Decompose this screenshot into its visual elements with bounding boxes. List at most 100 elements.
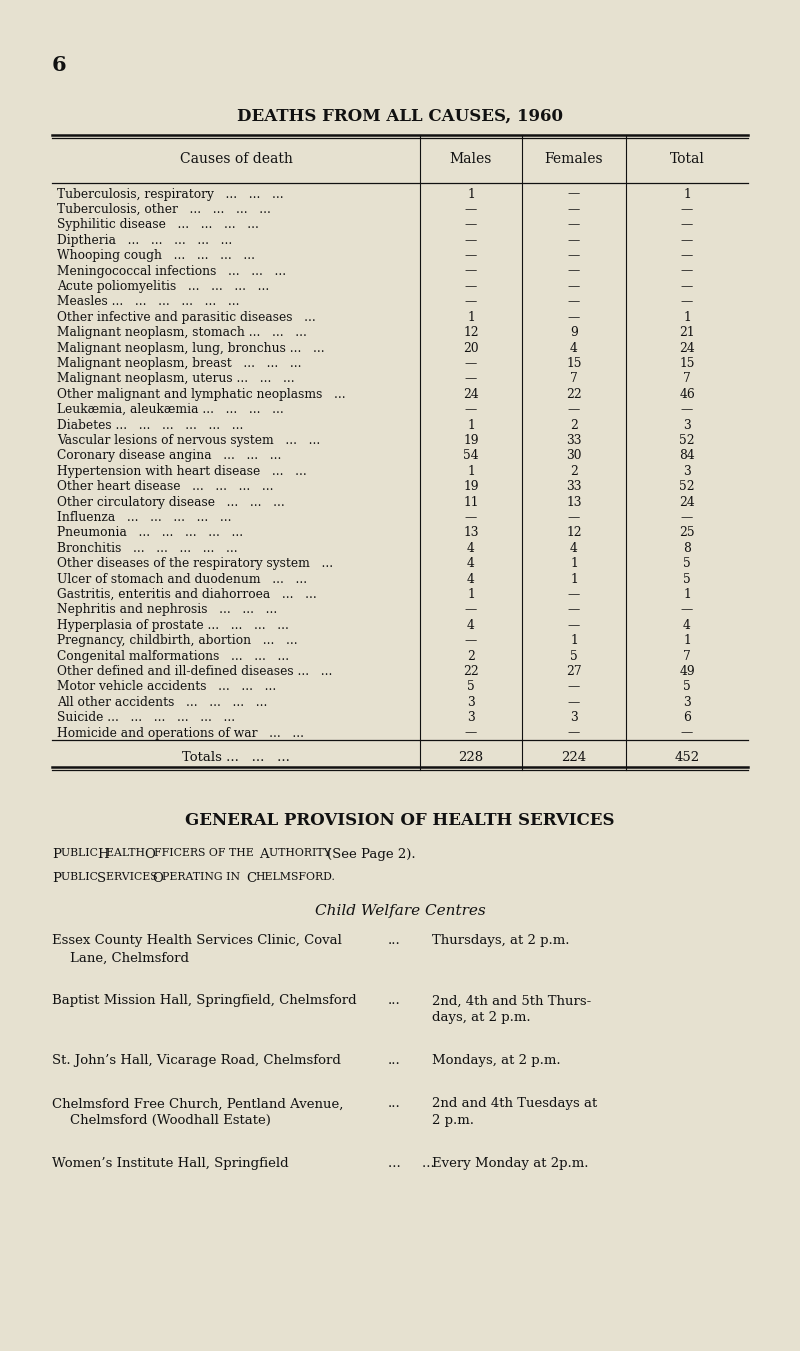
Text: —: —: [465, 357, 477, 370]
Text: 22: 22: [463, 665, 479, 678]
Text: 6: 6: [683, 711, 691, 724]
Text: 21: 21: [679, 326, 695, 339]
Text: —: —: [568, 696, 580, 709]
Text: Other heart disease   ...   ...   ...   ...: Other heart disease ... ... ... ...: [57, 480, 274, 493]
Text: 1: 1: [467, 188, 475, 200]
Text: Other infective and parasitic diseases   ...: Other infective and parasitic diseases .…: [57, 311, 316, 324]
Text: Meningococcal infections   ...   ...   ...: Meningococcal infections ... ... ...: [57, 265, 286, 277]
Text: Acute poliomyelitis   ...   ...   ...   ...: Acute poliomyelitis ... ... ... ...: [57, 280, 270, 293]
Text: —: —: [568, 511, 580, 524]
Text: HELMSFORD.: HELMSFORD.: [255, 873, 335, 882]
Text: Males: Males: [450, 153, 492, 166]
Text: 24: 24: [679, 496, 695, 508]
Text: —: —: [681, 265, 693, 277]
Text: Causes of death: Causes of death: [179, 153, 293, 166]
Text: 22: 22: [566, 388, 582, 401]
Text: 1: 1: [683, 188, 691, 200]
Text: 3: 3: [467, 696, 475, 709]
Text: 9: 9: [570, 326, 578, 339]
Text: Malignant neoplasm, stomach ...   ...   ...: Malignant neoplasm, stomach ... ... ...: [57, 326, 307, 339]
Text: Other malignant and lymphatic neoplasms   ...: Other malignant and lymphatic neoplasms …: [57, 388, 346, 401]
Text: 24: 24: [679, 342, 695, 354]
Text: ...: ...: [388, 1054, 401, 1067]
Text: 1: 1: [467, 311, 475, 324]
Text: —: —: [465, 203, 477, 216]
Text: —: —: [568, 588, 580, 601]
Text: 5: 5: [570, 650, 578, 662]
Text: Bronchitis   ...   ...   ...   ...   ...: Bronchitis ... ... ... ... ...: [57, 542, 238, 555]
Text: —: —: [568, 604, 580, 616]
Text: —: —: [568, 188, 580, 200]
Text: Other defined and ill-defined diseases ...   ...: Other defined and ill-defined diseases .…: [57, 665, 332, 678]
Text: Coronary disease angina   ...   ...   ...: Coronary disease angina ... ... ...: [57, 450, 282, 462]
Text: 2nd and 4th Tuesdays at: 2nd and 4th Tuesdays at: [432, 1097, 598, 1111]
Text: 2 p.m.: 2 p.m.: [432, 1115, 474, 1127]
Text: —: —: [465, 634, 477, 647]
Text: 228: 228: [458, 751, 483, 763]
Text: UBLIC: UBLIC: [61, 873, 102, 882]
Text: 1: 1: [683, 311, 691, 324]
Text: Malignant neoplasm, lung, bronchus ...   ...: Malignant neoplasm, lung, bronchus ... .…: [57, 342, 325, 354]
Text: Chelmsford Free Church, Pentland Avenue,: Chelmsford Free Church, Pentland Avenue,: [52, 1097, 343, 1111]
Text: Gastritis, enteritis and diahorroea   ...   ...: Gastritis, enteritis and diahorroea ... …: [57, 588, 317, 601]
Text: 49: 49: [679, 665, 695, 678]
Text: Total: Total: [670, 153, 705, 166]
Text: 3: 3: [570, 711, 578, 724]
Text: 4: 4: [467, 619, 475, 632]
Text: Suicide ...   ...   ...   ...   ...   ...: Suicide ... ... ... ... ... ...: [57, 711, 235, 724]
Text: Women’s Institute Hall, Springfield: Women’s Institute Hall, Springfield: [52, 1158, 289, 1170]
Text: —: —: [568, 681, 580, 693]
Text: —: —: [681, 604, 693, 616]
Text: —: —: [568, 234, 580, 247]
Text: ...: ...: [388, 994, 401, 1008]
Text: days, at 2 p.m.: days, at 2 p.m.: [432, 1012, 530, 1024]
Text: —: —: [568, 619, 580, 632]
Text: —: —: [681, 296, 693, 308]
Text: —: —: [568, 280, 580, 293]
Text: —: —: [568, 219, 580, 231]
Text: Congenital malformations   ...   ...   ...: Congenital malformations ... ... ...: [57, 650, 289, 662]
Text: 452: 452: [674, 751, 699, 763]
Text: Tuberculosis, other   ...   ...   ...   ...: Tuberculosis, other ... ... ... ...: [57, 203, 271, 216]
Text: 5: 5: [683, 573, 691, 585]
Text: Pneumonia   ...   ...   ...   ...   ...: Pneumonia ... ... ... ... ...: [57, 527, 243, 539]
Text: —: —: [465, 727, 477, 739]
Text: 3: 3: [683, 696, 691, 709]
Text: All other accidents   ...   ...   ...   ...: All other accidents ... ... ... ...: [57, 696, 267, 709]
Text: 15: 15: [679, 357, 694, 370]
Text: 12: 12: [463, 326, 479, 339]
Text: 4: 4: [467, 573, 475, 585]
Text: Hyperplasia of prostate ...   ...   ...   ...: Hyperplasia of prostate ... ... ... ...: [57, 619, 289, 632]
Text: Diptheria   ...   ...   ...   ...   ...: Diptheria ... ... ... ... ...: [57, 234, 232, 247]
Text: S: S: [97, 873, 106, 885]
Text: PERATING IN: PERATING IN: [162, 873, 243, 882]
Text: 20: 20: [463, 342, 479, 354]
Text: —: —: [465, 511, 477, 524]
Text: C: C: [246, 873, 256, 885]
Text: 12: 12: [566, 527, 582, 539]
Text: —: —: [568, 265, 580, 277]
Text: GENERAL PROVISION OF HEALTH SERVICES: GENERAL PROVISION OF HEALTH SERVICES: [186, 812, 614, 830]
Text: 15: 15: [566, 357, 582, 370]
Text: 1: 1: [467, 419, 475, 431]
Text: 24: 24: [463, 388, 479, 401]
Text: —: —: [681, 403, 693, 416]
Text: —: —: [465, 265, 477, 277]
Text: 1: 1: [467, 588, 475, 601]
Text: EALTH: EALTH: [106, 848, 149, 858]
Text: 3: 3: [683, 465, 691, 478]
Text: Diabetes ...   ...   ...   ...   ...   ...: Diabetes ... ... ... ... ... ...: [57, 419, 243, 431]
Text: 13: 13: [463, 527, 478, 539]
Text: —: —: [465, 373, 477, 385]
Text: FFICERS OF THE: FFICERS OF THE: [154, 848, 258, 858]
Text: —: —: [681, 219, 693, 231]
Text: 46: 46: [679, 388, 695, 401]
Text: 2: 2: [467, 650, 475, 662]
Text: —: —: [568, 311, 580, 324]
Text: 7: 7: [570, 373, 578, 385]
Text: 3: 3: [467, 711, 475, 724]
Text: Malignant neoplasm, uterus ...   ...   ...: Malignant neoplasm, uterus ... ... ...: [57, 373, 294, 385]
Text: 11: 11: [463, 496, 478, 508]
Text: Other circulatory disease   ...   ...   ...: Other circulatory disease ... ... ...: [57, 496, 285, 508]
Text: P: P: [52, 873, 61, 885]
